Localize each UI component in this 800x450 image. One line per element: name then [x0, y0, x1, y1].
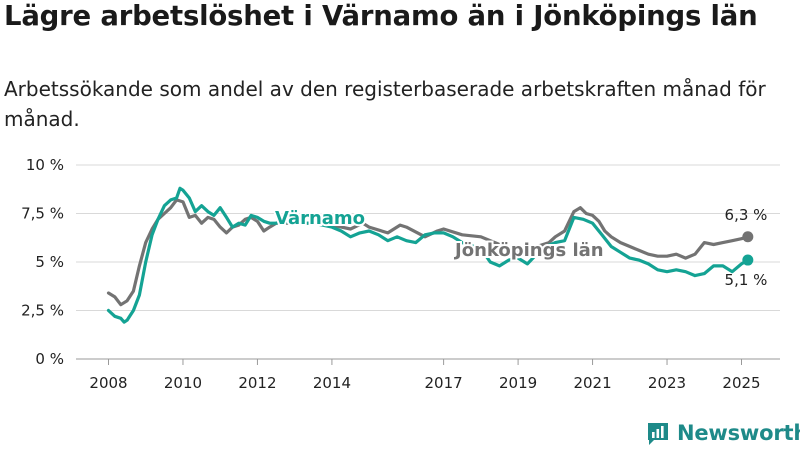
x-tick-label: 2014 [313, 374, 351, 392]
series-layer [106, 186, 754, 324]
brand-name: Newsworthy [677, 421, 800, 445]
y-tick-label: 2,5 % [21, 302, 64, 320]
line-chart: 0 % 2,5 % 5 % 7,5 % 10 % 2008 2010 2012 2014 2017… [21, 156, 780, 392]
x-tick-label: 2010 [164, 374, 202, 392]
series-label-varnamo: Värnamo [275, 208, 365, 229]
end-label-lan: 6,3 % [725, 206, 768, 224]
y-tick-label: 7,5 % [21, 205, 64, 223]
grid-layer [76, 164, 780, 360]
brand-logo[interactable]: Newsworthy [645, 418, 800, 448]
x-tick-label: 2025 [722, 374, 760, 392]
series-line-lan [106, 198, 750, 307]
series-endpoint-lan [742, 231, 754, 243]
y-tick-label: 0 % [35, 350, 64, 368]
end-label-varnamo: 5,1 % [725, 271, 768, 289]
y-tick-label: 5 % [35, 253, 64, 271]
chart-title: Lägre arbetslöshet i Värnamo än i Jönköp… [4, 0, 758, 32]
series-endpoint-varnamo [742, 254, 754, 266]
chart-subtitle: Arbetssökande som andel av den registerb… [4, 77, 766, 131]
x-tick-label: 2021 [573, 374, 611, 392]
newsworthy-logo-icon [648, 423, 668, 445]
series-line-varnamo [106, 186, 750, 324]
x-tick-label: 2012 [238, 374, 276, 392]
x-tick-label: 2023 [648, 374, 686, 392]
x-tick-label: 2017 [425, 374, 463, 392]
label-layer: Värnamo Jönköpings län 6,3 % 5,1 % [273, 206, 768, 289]
x-tick-label: 2019 [499, 374, 537, 392]
y-tick-label: 10 % [26, 156, 64, 174]
axis-layer: 0 % 2,5 % 5 % 7,5 % 10 % 2008 2010 2012 2014 2017… [21, 156, 760, 392]
x-tick-label: 2008 [89, 374, 127, 392]
series-label-lan: Jönköpings län [453, 240, 604, 261]
